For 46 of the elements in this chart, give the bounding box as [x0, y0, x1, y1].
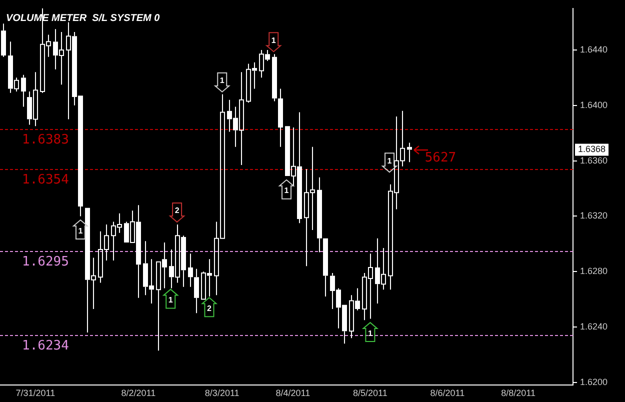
point — [170, 202, 185, 223]
y-tick-label: 1.6320 — [580, 210, 608, 221]
annotation: 2 — [207, 304, 212, 313]
x-tick-label: 8/6/2011 — [430, 388, 465, 398]
candlestick — [188, 253, 193, 288]
y-tick-label: 1.6440 — [580, 44, 608, 54]
annotation: 1 — [78, 226, 84, 236]
x-tick-label: 8/3/2011 — [204, 388, 240, 398]
point — [362, 322, 378, 342]
candlestick — [323, 238, 328, 298]
annotation: 1 — [387, 156, 392, 166]
candlestick — [317, 176, 322, 253]
x-tick-label: 8/2/2011 — [121, 388, 156, 398]
point — [214, 72, 230, 92]
point — [382, 152, 398, 173]
point — [279, 179, 294, 200]
annotation: 2 — [174, 206, 180, 216]
x-tick-label: 7/31/2011 — [16, 388, 56, 398]
ref-line-label: 1.6354 — [22, 172, 70, 188]
y-tick-label: 1.6200 — [580, 376, 608, 387]
y-tick-label: 1.6240 — [580, 322, 608, 332]
x-tick-label: 8/4/2011 — [276, 388, 310, 398]
ref-line-label: 1.6383 — [22, 132, 69, 148]
x-tick-label: 8/5/2011 — [353, 388, 388, 398]
annotation: 1 — [284, 186, 290, 196]
ref-line-label: 1.6234 — [22, 338, 70, 354]
annotation: 5627 — [424, 150, 456, 166]
annotation: 1 — [271, 36, 276, 45]
annotation: 1 — [220, 76, 225, 86]
point — [72, 220, 88, 240]
candlestick — [278, 88, 283, 148]
candlestick — [194, 268, 199, 314]
y-tick-label: 1.6400 — [580, 100, 608, 110]
ref-line-label: 1.6295 — [22, 254, 69, 270]
candlestick — [272, 54, 277, 102]
point — [163, 288, 178, 309]
y-tick-label: 1.6360 — [580, 155, 608, 166]
annotation: 1 — [168, 296, 174, 305]
candlestick — [21, 74, 26, 108]
x-tick-label: 8/8/2011 — [501, 388, 536, 398]
candlestick — [1, 23, 6, 58]
y-tick-label: 1.6280 — [580, 266, 608, 276]
text: 1.6368 — [578, 144, 606, 154]
candlestick — [407, 142, 412, 163]
point — [266, 32, 282, 52]
point — [202, 297, 217, 318]
